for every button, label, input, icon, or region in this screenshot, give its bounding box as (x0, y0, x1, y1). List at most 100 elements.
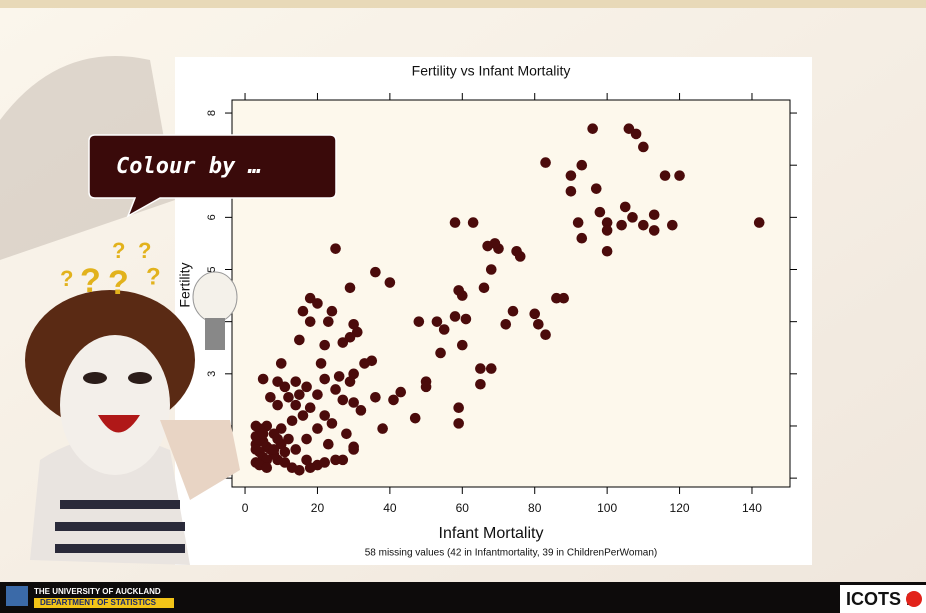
face (60, 335, 170, 475)
data-point (754, 217, 765, 228)
eye (128, 372, 152, 384)
x-tick-label: 40 (383, 501, 397, 515)
stripe (55, 544, 185, 553)
bulb (193, 272, 237, 322)
data-point (475, 363, 486, 374)
data-point (348, 397, 359, 408)
eye (83, 372, 107, 384)
data-point (312, 389, 323, 400)
data-point (370, 392, 381, 403)
data-point (319, 374, 330, 385)
data-point (566, 170, 577, 181)
university-crest (6, 586, 28, 606)
data-point (294, 389, 305, 400)
data-point (283, 392, 294, 403)
data-point (301, 382, 312, 393)
data-point (482, 241, 493, 252)
data-point (649, 225, 660, 236)
chart-title: Fertility vs Infant Mortality (412, 63, 571, 79)
data-point (356, 405, 367, 416)
y-tick-label: 6 (206, 214, 218, 220)
department-name: DEPARTMENT OF STATISTICS (40, 598, 157, 607)
data-point (301, 455, 312, 466)
data-point (338, 337, 349, 348)
y-tick-label: 3 (206, 371, 218, 377)
data-point (627, 212, 638, 223)
y-axis-label: Fertility (177, 262, 193, 307)
data-point (272, 434, 283, 445)
x-tick-label: 0 (242, 501, 249, 515)
data-point (280, 447, 291, 458)
data-point (312, 298, 323, 309)
data-point (301, 434, 312, 445)
data-point (388, 395, 399, 406)
data-point (421, 382, 432, 393)
question-mark: ? (60, 266, 73, 291)
data-point (348, 444, 359, 455)
question-mark: ? (138, 238, 151, 263)
chart-note: 58 missing values (42 in Infantmortality… (365, 548, 658, 559)
data-point (319, 340, 330, 351)
data-point (587, 123, 598, 134)
data-point (486, 363, 497, 374)
data-point (591, 183, 602, 194)
data-point (674, 170, 685, 181)
data-point (453, 418, 464, 429)
data-point (450, 311, 461, 322)
data-point (251, 421, 262, 432)
data-point (631, 129, 642, 140)
y-tick-label: 8 (206, 110, 218, 116)
university-name: THE UNIVERSITY OF AUCKLAND (34, 587, 161, 596)
data-point (500, 319, 511, 330)
stripe (55, 522, 185, 531)
data-point (298, 410, 309, 421)
data-point (414, 316, 425, 327)
data-point (290, 376, 301, 387)
data-point (319, 410, 330, 421)
conference-logo-dot (906, 591, 922, 607)
question-mark: ? (80, 262, 101, 300)
data-point (345, 282, 356, 293)
conference-name: ICOTS 1 (846, 589, 916, 609)
data-point (305, 402, 316, 413)
question-mark: ? (146, 263, 161, 290)
x-tick-label: 60 (456, 501, 470, 515)
data-point (576, 160, 587, 171)
data-point (370, 267, 381, 278)
x-tick-label: 120 (670, 501, 690, 515)
data-point (330, 384, 341, 395)
data-point (515, 251, 526, 262)
top-band (0, 0, 926, 8)
x-tick-label: 100 (597, 501, 617, 515)
data-point (251, 444, 262, 455)
data-point (290, 444, 301, 455)
data-point (638, 220, 649, 231)
data-point (287, 415, 298, 426)
data-point (540, 157, 551, 168)
data-point (439, 324, 450, 335)
data-point (508, 306, 519, 317)
data-point (323, 316, 334, 327)
data-point (395, 387, 406, 398)
data-point (620, 202, 631, 213)
data-point (616, 220, 627, 231)
data-point (298, 306, 309, 317)
data-point (540, 329, 551, 340)
data-point (305, 316, 316, 327)
data-point (529, 309, 540, 320)
data-point (576, 233, 587, 244)
data-point (435, 348, 446, 359)
x-axis-label: Infant Mortality (439, 525, 544, 542)
data-point (265, 392, 276, 403)
data-point (290, 400, 301, 411)
data-point (345, 376, 356, 387)
data-point (283, 434, 294, 445)
data-point (432, 316, 443, 327)
slide: Fertility vs Infant Mortality Infant Mor… (0, 0, 926, 613)
data-point (450, 217, 461, 228)
data-point (359, 358, 370, 369)
question-mark: ? (112, 238, 125, 263)
data-point (258, 429, 269, 440)
data-point (660, 170, 671, 181)
data-point (573, 217, 584, 228)
